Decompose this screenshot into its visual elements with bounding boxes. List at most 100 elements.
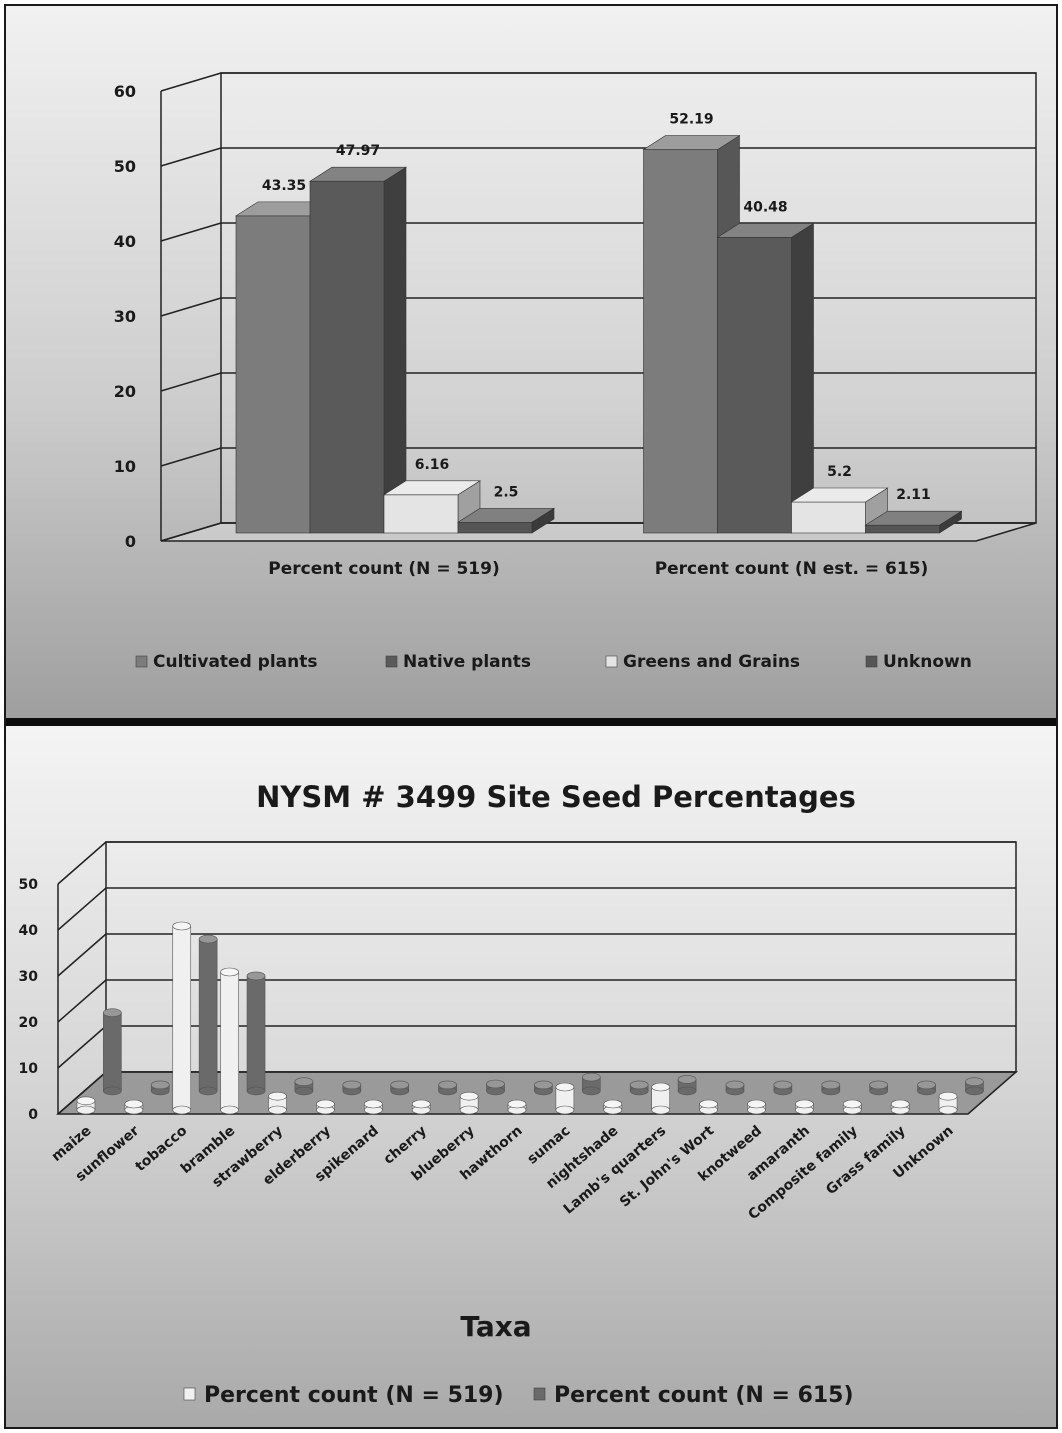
cylinder-back-top bbox=[581, 1072, 601, 1082]
cylinder-front-top bbox=[938, 1091, 958, 1101]
chart-2: NYSM # 3499 Site Seed Percentages 0 10 20 30… bbox=[19, 780, 1018, 1408]
cylinder-back-top bbox=[677, 1075, 697, 1084]
cylinder-front bbox=[651, 1082, 670, 1115]
bar-top bbox=[716, 223, 815, 238]
cylinder-back-top bbox=[198, 934, 218, 944]
cylinder-front-base bbox=[268, 1105, 287, 1115]
cylinder-front bbox=[364, 1099, 383, 1115]
cylinder-front-base bbox=[459, 1105, 479, 1115]
cylinder-front bbox=[172, 921, 192, 1115]
cylinder-front-body bbox=[220, 971, 239, 1111]
data-label: 43.35 bbox=[262, 178, 306, 194]
cylinder-front bbox=[507, 1099, 527, 1115]
cylinder-back-top bbox=[534, 1080, 553, 1090]
cylinder-front-base bbox=[555, 1105, 575, 1115]
cylinder-back bbox=[294, 1077, 314, 1096]
gridline-side bbox=[160, 372, 222, 392]
cylinder-front-top bbox=[795, 1099, 814, 1109]
data-label: 2.11 bbox=[896, 487, 931, 503]
cylinder-front-top bbox=[603, 1099, 623, 1109]
cylinder-front-top bbox=[172, 921, 192, 931]
cylinder-back bbox=[629, 1080, 649, 1096]
cylinder-back-base bbox=[294, 1086, 314, 1096]
y-tick-label: 10 bbox=[19, 1061, 39, 1077]
cylinder-front-top bbox=[747, 1099, 766, 1109]
gridline-side bbox=[57, 841, 107, 885]
legend-label: Greens and Grains bbox=[623, 652, 800, 672]
cylinder-back-top bbox=[342, 1080, 362, 1090]
bar bbox=[383, 494, 459, 534]
cylinder-front-base bbox=[172, 1105, 192, 1115]
panel-divider bbox=[6, 718, 1056, 726]
cylinder-front-base bbox=[76, 1105, 96, 1115]
bar bbox=[643, 149, 718, 534]
cylinder-front bbox=[220, 967, 239, 1115]
cylinder-back bbox=[821, 1080, 841, 1096]
category-label: maize bbox=[49, 1123, 95, 1165]
cylinder-back bbox=[581, 1072, 601, 1096]
y-tick-label: 20 bbox=[19, 1015, 39, 1031]
data-label: 6.16 bbox=[415, 457, 450, 473]
cylinder-front bbox=[890, 1099, 910, 1115]
gridline-side bbox=[160, 447, 222, 467]
cylinder-back bbox=[486, 1079, 505, 1096]
cylinder-front bbox=[938, 1091, 958, 1115]
figure-frame: 0 10 20 30 40 50 60 43.35 47.97 6.16 2.5 Percent co… bbox=[4, 4, 1058, 1429]
gridline-side bbox=[57, 887, 107, 931]
legend-swatch bbox=[385, 655, 398, 668]
cylinder-front-top bbox=[459, 1091, 479, 1101]
cylinder-front bbox=[268, 1091, 287, 1115]
cylinder-back-body bbox=[246, 975, 266, 1092]
cylinder-back bbox=[246, 971, 266, 1096]
cylinder-back-top bbox=[869, 1080, 888, 1090]
category-label: Percent count (N est. = 615) bbox=[655, 559, 929, 579]
cylinder-front-top bbox=[507, 1099, 527, 1109]
bar bbox=[865, 524, 940, 534]
cylinder-back bbox=[534, 1080, 553, 1096]
chart-title: NYSM # 3499 Site Seed Percentages bbox=[256, 780, 856, 814]
y-tick-label: 30 bbox=[114, 307, 136, 326]
cylinder-back bbox=[917, 1080, 936, 1096]
bar bbox=[457, 521, 533, 534]
legend-swatch bbox=[865, 655, 878, 668]
y-tick-label: 0 bbox=[125, 532, 136, 551]
cylinder-back bbox=[198, 934, 218, 1096]
cylinder-front bbox=[411, 1099, 431, 1115]
legend-label: Native plants bbox=[403, 652, 531, 672]
cylinder-back-body bbox=[103, 1012, 122, 1092]
cylinder-front-top bbox=[124, 1099, 144, 1109]
cylinder-back-base bbox=[581, 1086, 601, 1096]
legend-label: Cultivated plants bbox=[153, 652, 317, 672]
bar-top bbox=[308, 166, 408, 182]
y-tick-label: 10 bbox=[114, 457, 136, 476]
top-chart-panel: 0 10 20 30 40 50 60 43.35 47.97 6.16 2.5 Percent co… bbox=[6, 6, 1056, 718]
bottom-chart-panel: NYSM # 3499 Site Seed Percentages 0 10 20 30… bbox=[6, 726, 1056, 1427]
cylinder-back bbox=[965, 1077, 984, 1096]
cylinder-front-top bbox=[651, 1082, 670, 1092]
cylinder-back-base bbox=[677, 1086, 697, 1096]
cylinder-back-top bbox=[438, 1080, 457, 1090]
legend-swatch bbox=[135, 655, 148, 668]
cylinder-front bbox=[76, 1096, 96, 1115]
cylinder-front bbox=[459, 1091, 479, 1115]
gridline-side bbox=[57, 1071, 107, 1115]
cylinder-front bbox=[316, 1099, 335, 1115]
gridline-side bbox=[160, 297, 222, 317]
cylinder-back bbox=[390, 1080, 410, 1096]
bar-top bbox=[456, 507, 556, 523]
cylinder-front bbox=[795, 1099, 814, 1115]
gridline-side bbox=[57, 1025, 107, 1069]
cylinder-back bbox=[869, 1080, 888, 1096]
cylinder-back-top bbox=[103, 1008, 122, 1018]
cylinder-back-base bbox=[103, 1086, 122, 1096]
cylinder-back bbox=[342, 1080, 362, 1096]
cylinder-back-base bbox=[246, 1086, 266, 1096]
cylinder-back-top bbox=[773, 1080, 793, 1090]
gridline-side bbox=[57, 979, 107, 1023]
cylinder-front-top bbox=[220, 967, 239, 977]
cylinder-front-top bbox=[268, 1091, 287, 1101]
legend-label: Unknown bbox=[883, 652, 972, 672]
cylinder-back-top bbox=[917, 1080, 936, 1090]
cylinder-back bbox=[725, 1080, 745, 1096]
y-tick-label: 50 bbox=[19, 877, 39, 893]
